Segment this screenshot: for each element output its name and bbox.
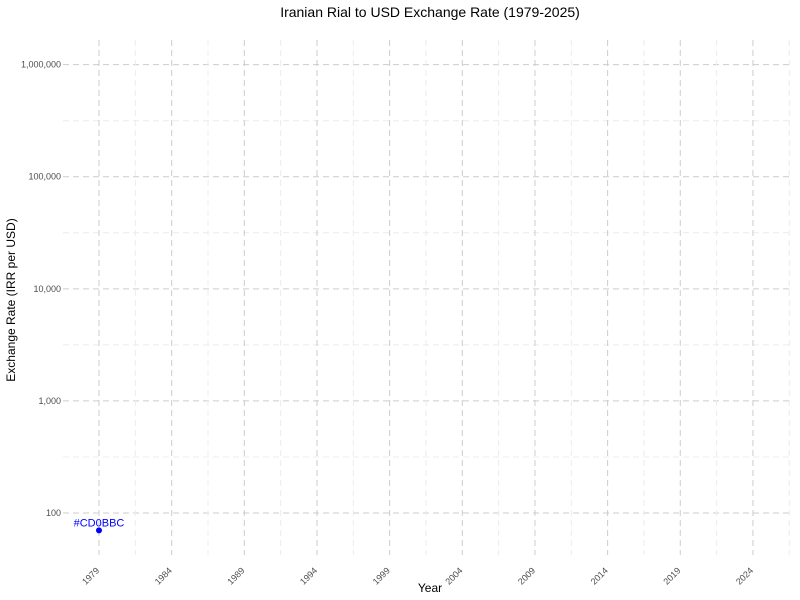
data-point <box>96 527 102 534</box>
x-tick-label: 2009 <box>516 565 537 586</box>
y-tick-label: 100 <box>46 508 61 518</box>
x-tick-label: 1994 <box>298 565 319 586</box>
x-axis-title: Year <box>418 581 442 595</box>
x-tick-label: 1999 <box>371 565 392 586</box>
data-points: #CD0BBC <box>74 517 125 534</box>
y-tick-label: 100,000 <box>28 172 61 182</box>
x-tick-label: 2014 <box>589 565 610 586</box>
x-tick-label: 1984 <box>153 565 174 586</box>
x-tick-label: 2024 <box>734 565 755 586</box>
grid <box>63 40 792 555</box>
x-tick-label: 1989 <box>225 565 246 586</box>
y-tick-label: 10,000 <box>33 284 61 294</box>
data-point-label: #CD0BBC <box>74 517 125 529</box>
x-tick-label: 1979 <box>80 565 101 586</box>
y-tick-label: 1,000 <box>38 396 61 406</box>
chart-title: Iranian Rial to USD Exchange Rate (1979-… <box>280 4 580 20</box>
y-axis-title: Exchange Rate (IRR per USD) <box>4 218 18 381</box>
y-tick-label: 1,000,000 <box>21 60 61 70</box>
y-axis-ticks: 100 1,000 10,000 100,000 1,000,000 <box>21 60 61 518</box>
x-tick-label: 2019 <box>661 565 682 586</box>
x-tick-label: 2004 <box>443 565 464 586</box>
